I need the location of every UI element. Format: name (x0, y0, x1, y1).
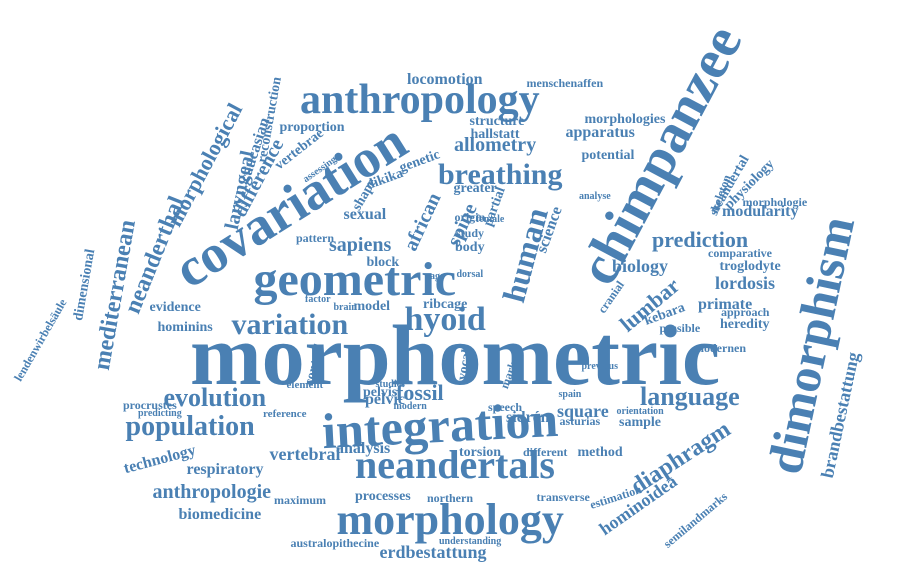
word: language (640, 382, 740, 411)
word: neandertals (355, 442, 555, 487)
word: processes (355, 489, 411, 504)
word: dimensional (71, 247, 99, 322)
word: evolution (163, 383, 267, 412)
word: dorsal (456, 269, 484, 280)
word: possible (659, 321, 701, 335)
word: morphometric (190, 307, 721, 403)
word: sample (619, 415, 661, 430)
word: study (456, 226, 485, 240)
word: morphology (336, 495, 564, 544)
word: reference (263, 407, 307, 420)
word: australopithecine (290, 536, 380, 550)
word: maximum (274, 493, 326, 507)
word: fossil (396, 380, 444, 405)
word: respiratory (186, 461, 264, 478)
word: anthropologie (152, 481, 272, 503)
word: sexual (343, 206, 387, 223)
word: apparatus (565, 124, 635, 141)
word: allometry (454, 134, 537, 156)
word: biology (612, 256, 669, 276)
word: block (366, 255, 400, 270)
word: brain (333, 302, 357, 313)
word: biomedicine (178, 506, 262, 523)
word: asturias (559, 414, 601, 428)
word: cage (425, 271, 445, 282)
word: element (286, 378, 324, 391)
word: vertebral (269, 444, 341, 464)
word: semilandmarks (660, 489, 730, 551)
word: model (353, 299, 391, 314)
word: hyoid (404, 301, 486, 338)
word: sidrón (506, 409, 550, 426)
word: structure (469, 114, 525, 129)
word: torsion (459, 445, 501, 460)
word: primate (698, 296, 753, 313)
word: modularity (722, 203, 799, 220)
word: previous (581, 361, 619, 372)
word: orientation (616, 406, 664, 417)
word: morphologies (584, 112, 666, 127)
word: prediction (652, 227, 749, 252)
word: menschenaffen (526, 76, 604, 90)
word: lordosis (715, 273, 776, 293)
word: studies (375, 379, 405, 390)
word: body (455, 240, 485, 255)
word: greater (453, 181, 497, 196)
word: proportion (279, 120, 345, 135)
word: modernen (694, 341, 746, 355)
word: origin (454, 210, 486, 224)
word: predicting (138, 408, 182, 419)
word: pelvic (365, 391, 405, 408)
word: analyse (579, 191, 611, 202)
word: morphologie (742, 195, 808, 209)
word: evidence (149, 300, 201, 315)
word: african (399, 189, 445, 255)
word: speech (488, 400, 522, 414)
word: northern (427, 491, 473, 505)
word: locomotion (407, 71, 483, 88)
word: method (577, 445, 623, 460)
word: troglodyte (719, 259, 781, 274)
word: geometric (253, 253, 457, 306)
word: sapiens (329, 234, 392, 256)
word: spain (558, 389, 582, 400)
word: factor (305, 294, 331, 305)
word: heredity (720, 317, 770, 332)
word: square (557, 401, 609, 421)
word: modern (393, 401, 427, 412)
word: population (125, 411, 255, 442)
word: pelvis (363, 385, 398, 400)
word: hominins (157, 320, 213, 335)
word: different (523, 445, 568, 459)
word: ribcage (423, 297, 468, 312)
word: comparative (708, 246, 772, 260)
word: erdbestattung (379, 542, 487, 562)
word: transverse (536, 490, 590, 504)
word: variation (231, 308, 349, 341)
word: hallstatt (470, 127, 520, 142)
word: approach (721, 305, 770, 319)
word: potential (581, 148, 635, 163)
word: procrustes (123, 398, 177, 412)
word: lendenwirbelsäule (10, 296, 70, 384)
word: analysis (336, 440, 391, 457)
word: pattern (296, 231, 334, 245)
word: breathing (438, 158, 563, 191)
word: anthropology (300, 77, 540, 123)
word: understanding (439, 536, 502, 547)
word: female (476, 214, 505, 225)
word: dimorphism (755, 211, 865, 479)
